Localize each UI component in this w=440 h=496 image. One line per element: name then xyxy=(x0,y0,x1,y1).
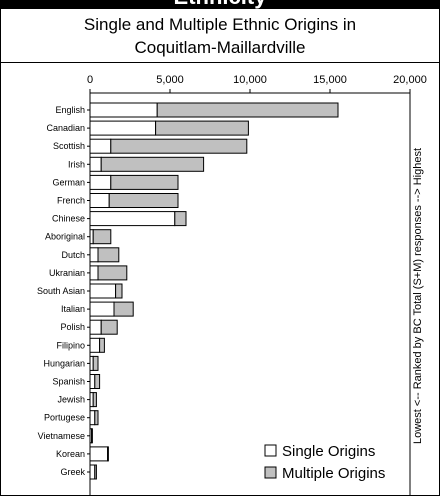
bar-single-origins xyxy=(89,193,110,208)
category-label: German xyxy=(52,177,85,187)
category-label: English xyxy=(55,105,85,115)
bar-single-origins xyxy=(89,174,112,190)
category-label: Aboriginal xyxy=(45,232,85,242)
category-label: Italian xyxy=(61,304,85,314)
legend-label: Multiple Origins xyxy=(282,465,385,482)
bar-multiple-origins xyxy=(92,229,112,245)
category-label: Filipino xyxy=(56,340,85,350)
category-label: Canadian xyxy=(46,123,85,133)
bar-single-origins xyxy=(89,265,99,281)
category-label: Korean xyxy=(56,449,85,459)
category-label: Irish xyxy=(68,159,85,169)
bar-multiple-origins xyxy=(156,102,339,118)
bar-single-origins xyxy=(89,410,96,426)
legend-swatch xyxy=(264,444,277,457)
title-divider xyxy=(0,62,440,63)
category-label: South Asian xyxy=(37,286,85,296)
category-label: Vietnamese xyxy=(38,431,85,441)
category-label: French xyxy=(57,196,85,206)
bar-single-origins xyxy=(89,138,112,154)
bar-single-origins xyxy=(89,464,96,480)
category-label: Scottish xyxy=(53,141,85,151)
bar-multiple-origins xyxy=(94,374,101,389)
bar-multiple-origins xyxy=(113,301,134,317)
bar-multiple-origins xyxy=(108,193,179,208)
x-tick-label: 5,000 xyxy=(156,74,184,86)
legend-swatch xyxy=(264,466,277,479)
bar-single-origins xyxy=(89,283,117,299)
legend-label: Single Origins xyxy=(282,443,375,460)
category-label: Chinese xyxy=(52,214,85,224)
category-label: Ukranian xyxy=(49,268,85,278)
bar-multiple-origins xyxy=(92,355,99,371)
category-label: Spanish xyxy=(52,377,85,387)
bar-single-origins xyxy=(89,247,99,263)
bar-multiple-origins xyxy=(110,174,179,190)
bar-single-origins xyxy=(89,156,102,172)
category-label: Portugese xyxy=(44,413,85,423)
bar-multiple-origins xyxy=(107,446,109,462)
bar-single-origins xyxy=(89,102,158,118)
bar-multiple-origins xyxy=(91,428,93,444)
bar-multiple-origins xyxy=(155,120,249,136)
y-axis-label: Lowest <-- Ranked by BC Total (S+M) resp… xyxy=(412,148,424,444)
bar-multiple-origins xyxy=(110,138,248,154)
bar-multiple-origins xyxy=(92,392,97,408)
chart-title: Single and Multiple Ethnic Origins in Co… xyxy=(0,13,440,59)
bar-single-origins xyxy=(89,374,96,389)
chart-title-line-1: Single and Multiple Ethnic Origins in xyxy=(83,15,357,34)
bar-multiple-origins xyxy=(97,265,128,281)
x-tick-label: 10,000 xyxy=(233,74,267,86)
x-tick-label: 20,000 xyxy=(393,74,427,86)
banner: Ethnicity xyxy=(0,0,440,9)
category-label: Jewish xyxy=(57,395,85,405)
chart-title-line-2: Coquitlam-Maillardville xyxy=(134,38,306,57)
bar-multiple-origins xyxy=(94,464,97,480)
bar-multiple-origins xyxy=(174,211,187,227)
banner-title: Ethnicity xyxy=(0,0,440,9)
bar-single-origins xyxy=(89,120,157,136)
category-label: Greek xyxy=(60,467,85,477)
category-label: Dutch xyxy=(61,250,85,260)
bar-multiple-origins xyxy=(100,319,118,335)
bar-multiple-origins xyxy=(97,247,120,263)
bar-single-origins xyxy=(89,319,102,335)
x-tick-label: 15,000 xyxy=(313,74,347,86)
bar-multiple-origins xyxy=(100,156,205,172)
category-label: Polish xyxy=(60,322,85,332)
x-tick-label: 0 xyxy=(87,74,93,86)
bar-single-origins xyxy=(89,211,176,227)
bar-single-origins xyxy=(89,301,115,317)
bar-single-origins xyxy=(89,446,109,462)
bar-single-origins xyxy=(89,337,101,353)
bar-multiple-origins xyxy=(115,283,123,299)
category-label: Hungarian xyxy=(43,358,85,368)
bar-multiple-origins xyxy=(94,410,99,426)
bar-multiple-origins xyxy=(99,337,105,353)
